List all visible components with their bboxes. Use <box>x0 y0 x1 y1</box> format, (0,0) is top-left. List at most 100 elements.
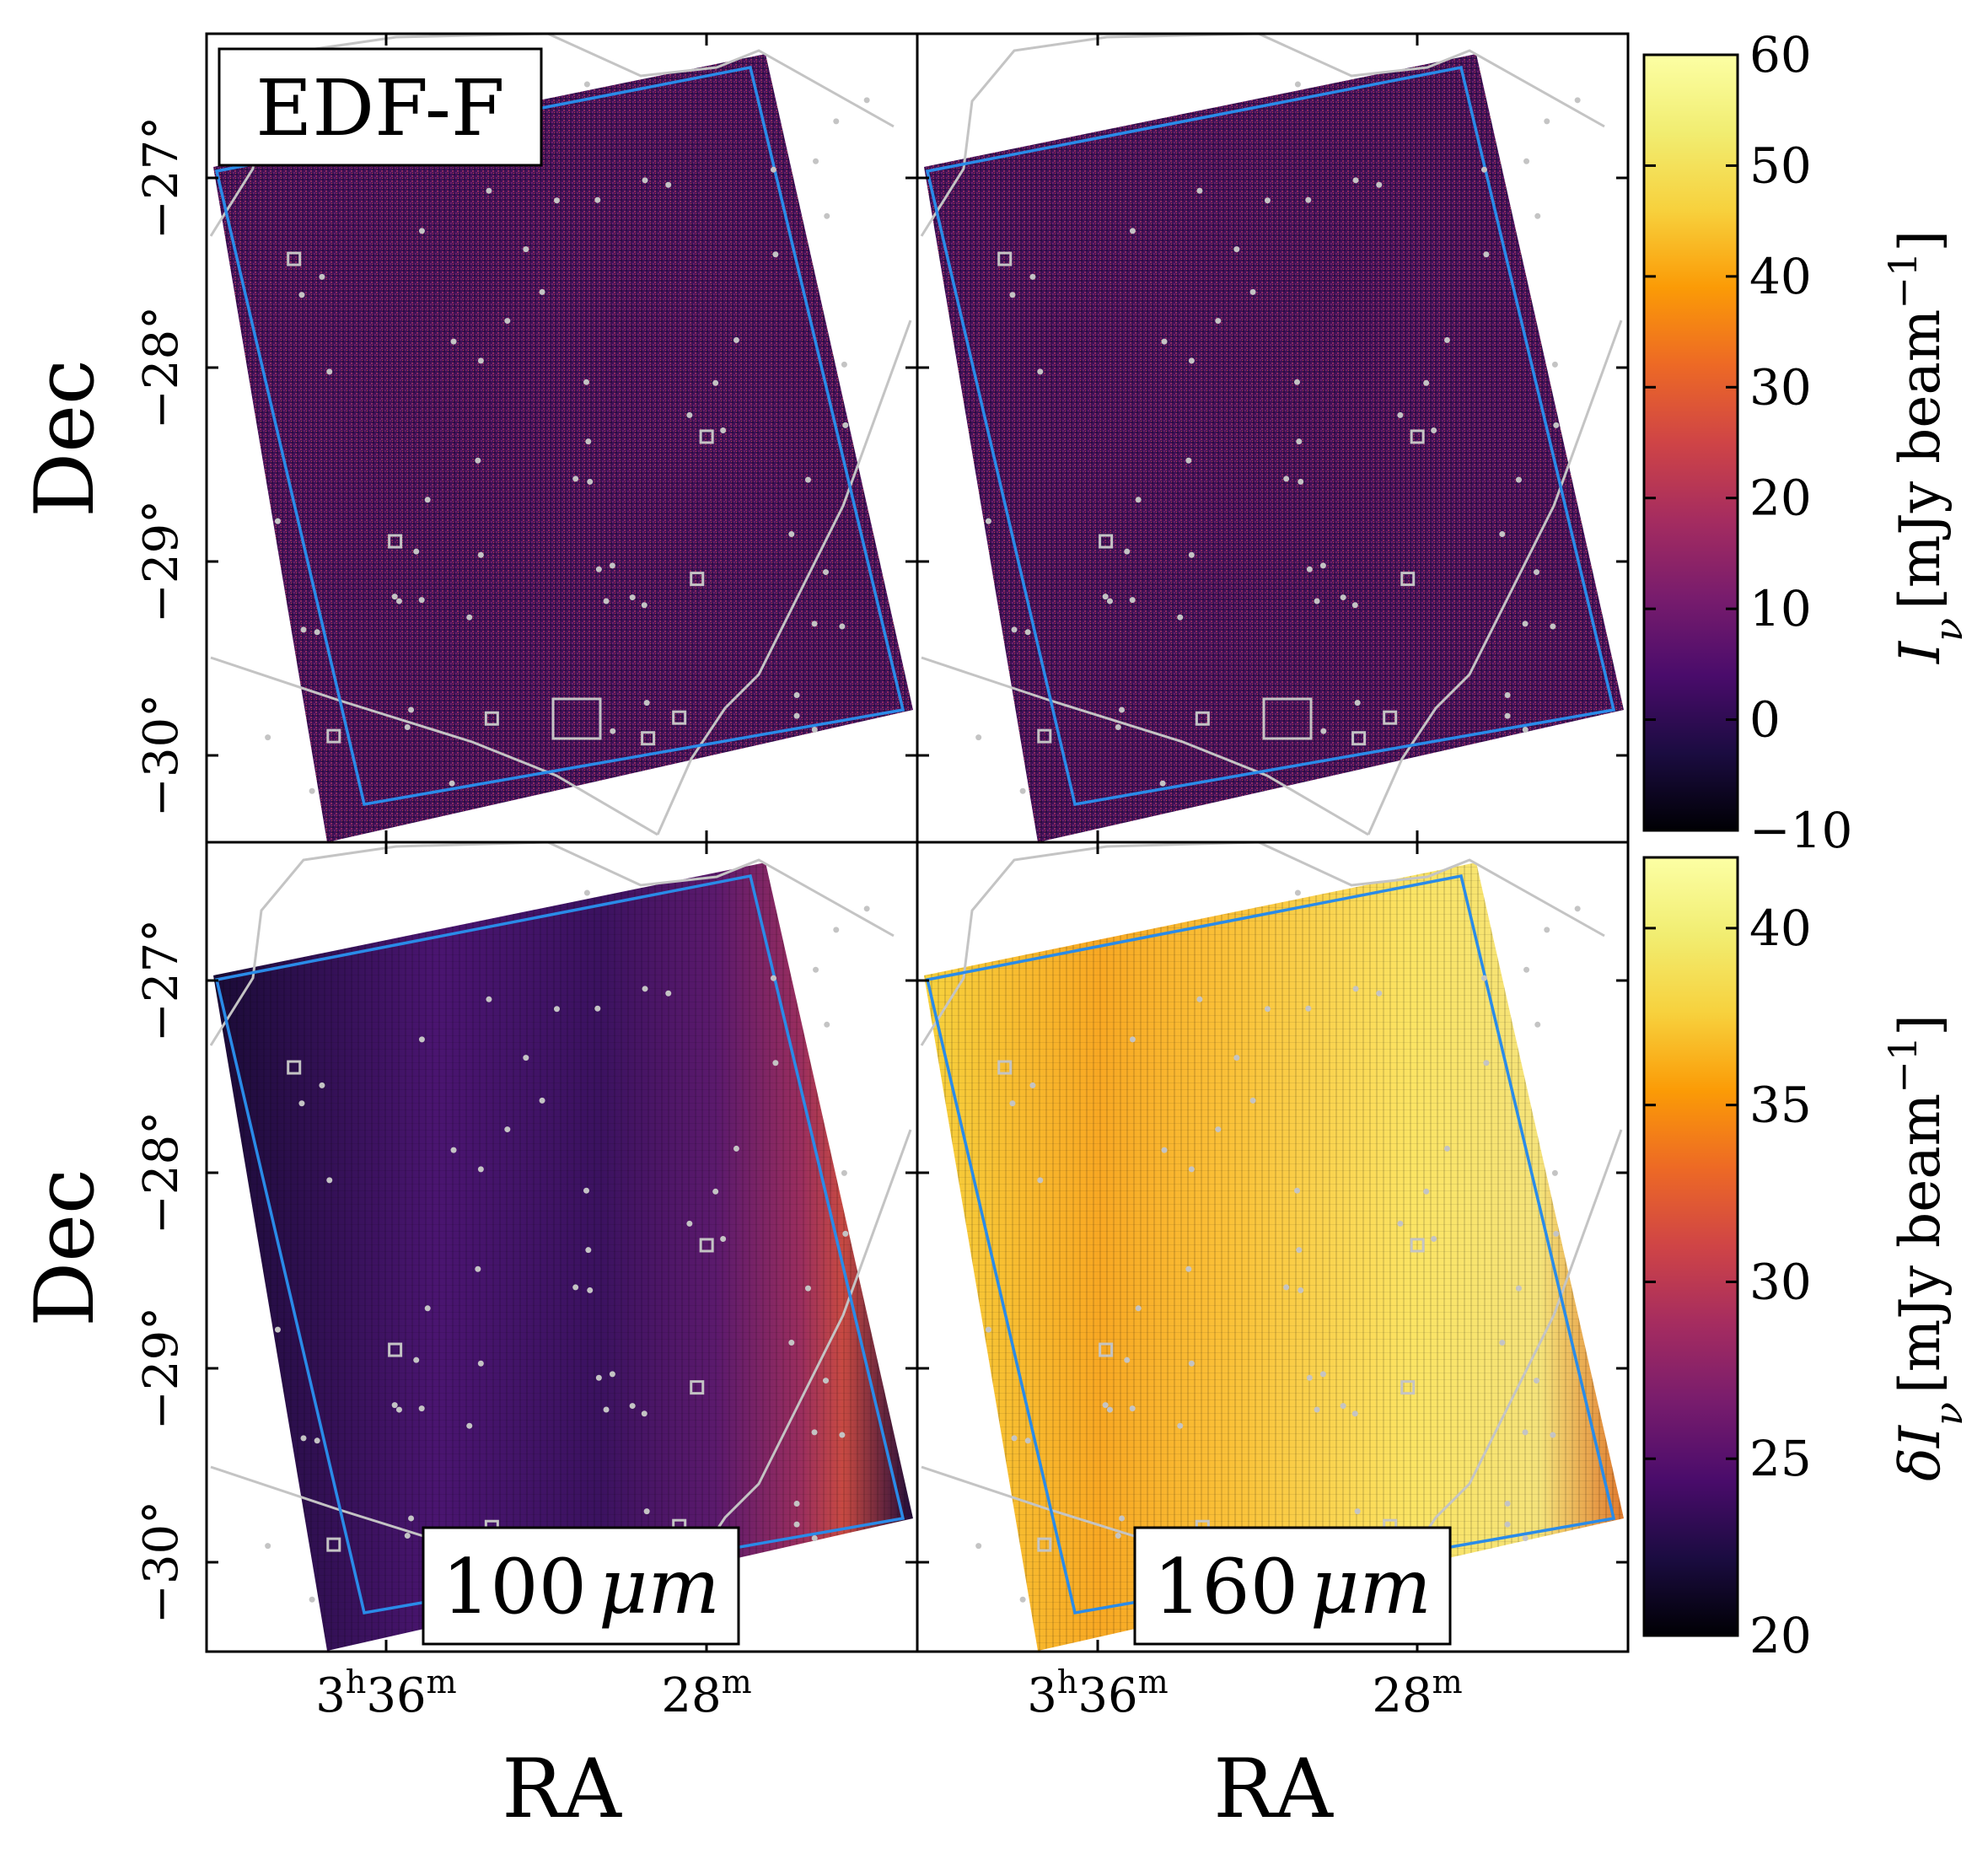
source-marker <box>466 1422 473 1429</box>
source-marker <box>839 623 846 630</box>
source-marker <box>1298 1287 1304 1293</box>
source-marker <box>1161 1147 1168 1153</box>
colorbar-uncertainty-gradient <box>1642 856 1739 1637</box>
source-marker <box>1249 288 1256 295</box>
source-marker <box>319 273 325 280</box>
source-marker <box>1410 1238 1425 1253</box>
source-marker <box>823 569 830 576</box>
source-marker <box>1306 1374 1313 1381</box>
dec-tick-label: −29° <box>134 500 189 623</box>
contour-line <box>920 842 1605 1046</box>
source-marker <box>1233 246 1240 253</box>
cb-symbol: I <box>1888 640 1953 664</box>
source-marker <box>642 177 648 184</box>
source-marker <box>1319 562 1326 569</box>
colorbar-tick-label: 10 <box>1749 580 1812 637</box>
source-marker <box>1009 1100 1016 1107</box>
source-marker <box>1283 475 1290 482</box>
source-marker <box>1249 1097 1256 1104</box>
band-value: 100 <box>442 1543 587 1631</box>
source-marker <box>1024 1437 1031 1444</box>
source-marker <box>1351 1410 1358 1417</box>
source-marker <box>1011 1435 1018 1442</box>
source-marker <box>408 1515 415 1522</box>
colorbar-tick-label: 50 <box>1749 137 1812 194</box>
dec-tick-label: −28° <box>134 1111 189 1234</box>
source-marker <box>1523 966 1530 973</box>
source-marker <box>813 158 819 164</box>
field-label: EDF-F <box>255 63 505 153</box>
source-marker <box>1102 594 1109 600</box>
source-marker <box>824 212 830 219</box>
source-marker <box>1099 534 1114 549</box>
source-marker <box>1283 1284 1290 1291</box>
source-marker <box>643 700 650 707</box>
source-marker <box>665 990 672 997</box>
source-marker <box>833 927 840 933</box>
source-marker <box>823 1378 830 1384</box>
source-marker <box>1161 338 1168 345</box>
dec-tick-label: −30° <box>134 694 189 817</box>
source-marker <box>504 318 511 325</box>
cb-symbol: I <box>1888 1424 1953 1448</box>
source-marker <box>1019 1596 1026 1603</box>
ra-unit: h <box>346 1663 366 1701</box>
source-marker <box>1480 166 1487 173</box>
source-marker <box>665 181 672 188</box>
cb-exp: −1 <box>1880 252 1926 309</box>
source-marker <box>326 728 341 744</box>
source-marker <box>686 1220 693 1227</box>
source-marker <box>1106 598 1113 604</box>
source-marker <box>418 1405 425 1412</box>
source-marker <box>287 251 302 266</box>
contour-line <box>920 34 1605 237</box>
source-marker <box>720 1236 727 1243</box>
source-marker <box>1293 1187 1300 1194</box>
source-marker <box>413 1357 420 1363</box>
source-marker <box>690 572 705 587</box>
colorbar-tick-label: 25 <box>1749 1430 1812 1487</box>
source-marker <box>1029 273 1036 280</box>
colorbar-tick-label: 40 <box>1749 248 1812 305</box>
source-marker <box>486 187 492 194</box>
band-label-100: 100 μm <box>442 1543 720 1631</box>
source-marker <box>811 1429 818 1436</box>
source-marker <box>629 1403 636 1410</box>
source-marker <box>475 1265 481 1272</box>
source-marker <box>475 457 481 464</box>
source-marker <box>1264 197 1271 204</box>
ra-value: 3 <box>315 1668 346 1723</box>
survey-outline <box>925 65 1616 807</box>
source-marker <box>1534 1378 1540 1384</box>
source-box <box>551 697 602 740</box>
cb-bracket-open: [ <box>1888 1372 1953 1394</box>
source-marker <box>863 905 870 912</box>
source-marker <box>1574 97 1581 104</box>
source-marker <box>772 251 779 258</box>
colorbar-intensity-ticks: −10 0 10 20 30 40 50 60 <box>1644 26 1852 859</box>
source-marker <box>1553 422 1560 428</box>
source-marker <box>477 1166 484 1173</box>
source-marker <box>1522 621 1529 627</box>
source-marker <box>1009 292 1016 298</box>
source-marker <box>572 475 579 482</box>
source-marker <box>1319 1371 1326 1378</box>
source-marker <box>985 1326 991 1333</box>
source-marker <box>975 734 982 741</box>
ylabel-bottom: Dec <box>18 1169 112 1327</box>
source-marker <box>1029 1082 1036 1088</box>
source-marker <box>1400 572 1416 587</box>
source-marker <box>1294 81 1301 88</box>
source-marker <box>1499 531 1506 538</box>
colorbar-uncertainty-ticks: 20 25 30 35 40 <box>1644 900 1812 1664</box>
source-marker <box>1522 1535 1529 1542</box>
source-marker <box>1037 1177 1044 1184</box>
source-marker <box>1534 1021 1541 1028</box>
source-marker <box>841 361 847 368</box>
source-marker <box>583 379 589 385</box>
colorbar-tick-label: 40 <box>1749 900 1812 957</box>
source-markers <box>265 81 1581 1603</box>
source-marker <box>1294 889 1301 896</box>
source-marker <box>1195 711 1210 726</box>
contour-line <box>921 656 1369 836</box>
